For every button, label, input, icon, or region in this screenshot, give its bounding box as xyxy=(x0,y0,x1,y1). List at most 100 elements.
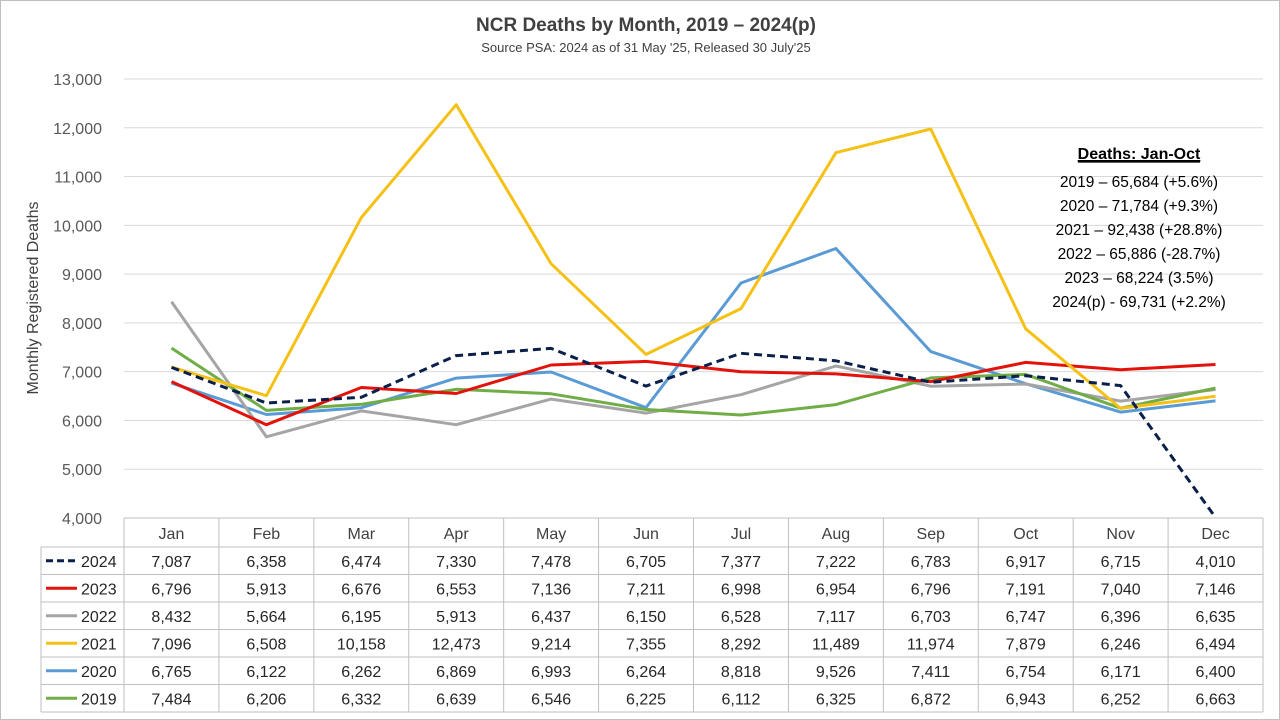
category-label-mar: Mar xyxy=(348,526,376,543)
data-label: 7,211 xyxy=(627,581,666,598)
data-label: 11,974 xyxy=(907,636,955,653)
data-label: 5,913 xyxy=(246,581,286,598)
category-label-nov: Nov xyxy=(1106,526,1134,543)
data-label: 6,639 xyxy=(436,691,476,708)
data-label: 7,040 xyxy=(1101,581,1141,598)
category-label-jan: Jan xyxy=(159,526,185,543)
data-table: Jan Feb Mar Apr May Jun Jul Aug Sep Oct Nov Dec 2024… xyxy=(40,517,1264,713)
series-line-2022 xyxy=(170,300,1216,439)
data-label: 6,494 xyxy=(1196,636,1236,653)
y-tick-labels: 4,000 5,000 6,000 7,000 8,000 9,000 10,000 11,0… xyxy=(53,72,102,528)
legend-label-2024: 2024 xyxy=(81,554,117,571)
category-label-aug: Aug xyxy=(822,526,850,543)
data-label: 5,664 xyxy=(246,609,286,626)
data-label: 6,765 xyxy=(151,664,191,681)
data-label: 6,635 xyxy=(1196,609,1236,626)
category-label-apr: Apr xyxy=(444,526,470,543)
data-label: 6,508 xyxy=(246,636,286,653)
y-tick-label: 9,000 xyxy=(62,267,102,284)
data-label: 10,158 xyxy=(337,636,386,653)
chart-title: NCR Deaths by Month, 2019 – 2024(p) xyxy=(476,15,816,36)
data-label: 7,222 xyxy=(816,554,856,571)
series-line-2019 xyxy=(170,346,1216,417)
data-label: 6,663 xyxy=(1196,691,1236,708)
annotation-line: 2023 – 68,224 (3.5%) xyxy=(1064,270,1213,287)
data-label: 6,400 xyxy=(1196,664,1236,681)
chart-subtitle: Source PSA: 2024 as of 31 May '25, Relea… xyxy=(481,40,810,55)
data-label: 6,528 xyxy=(721,609,761,626)
y-tick-label: 8,000 xyxy=(62,316,102,333)
data-label: 6,783 xyxy=(911,554,951,571)
data-label: 6,796 xyxy=(151,581,191,598)
data-label: 6,206 xyxy=(246,691,286,708)
y-tick-label: 12,000 xyxy=(53,121,102,138)
data-label: 7,117 xyxy=(816,609,855,626)
annotation-line: 2022 – 65,886 (-28.7%) xyxy=(1058,246,1221,263)
annotation-heading: Deaths: Jan-Oct xyxy=(1078,146,1201,163)
annotation-line: 2024(p) - 69,731 (+2.2%) xyxy=(1052,294,1226,311)
data-label: 6,171 xyxy=(1101,664,1141,681)
data-label: 6,869 xyxy=(436,664,476,681)
data-label: 7,484 xyxy=(151,691,191,708)
data-label: 6,112 xyxy=(722,691,761,708)
data-label: 7,330 xyxy=(436,554,476,571)
y-tick-label: 10,000 xyxy=(53,218,102,235)
data-label: 6,998 xyxy=(721,581,761,598)
data-label: 8,292 xyxy=(721,636,761,653)
data-label: 7,411 xyxy=(911,664,950,681)
data-label: 6,546 xyxy=(531,691,571,708)
data-label: 4,010 xyxy=(1196,554,1236,571)
series-lines xyxy=(170,103,1217,519)
data-label: 6,954 xyxy=(816,581,856,598)
y-axis-label: Monthly Registered Deaths xyxy=(25,202,42,395)
data-label: 8,818 xyxy=(721,664,761,681)
series-line-2023 xyxy=(170,359,1216,427)
data-label: 7,136 xyxy=(531,581,571,598)
data-label: 6,715 xyxy=(1101,554,1141,571)
legend-label-2021: 2021 xyxy=(81,636,117,653)
annotation-line: 2021 – 92,438 (+28.8%) xyxy=(1056,222,1223,239)
data-label: 6,754 xyxy=(1006,664,1046,681)
data-label: 8,432 xyxy=(151,609,191,626)
data-label: 6,195 xyxy=(341,609,381,626)
data-label: 7,879 xyxy=(1006,636,1046,653)
category-label-may: May xyxy=(536,526,566,543)
y-tick-label: 7,000 xyxy=(62,365,102,382)
category-label-feb: Feb xyxy=(253,526,281,543)
y-tick-label: 5,000 xyxy=(62,462,102,479)
data-label: 6,396 xyxy=(1101,609,1141,626)
data-label: 6,943 xyxy=(1006,691,1046,708)
gridlines xyxy=(124,78,1263,470)
data-label: 7,191 xyxy=(1006,581,1046,598)
data-label: 6,553 xyxy=(436,581,476,598)
data-label: 6,796 xyxy=(911,581,951,598)
category-label-oct: Oct xyxy=(1013,526,1038,543)
y-tick-label: 13,000 xyxy=(53,72,102,89)
data-label: 7,146 xyxy=(1196,581,1236,598)
legend-label-2019: 2019 xyxy=(81,691,117,708)
legend-label-2022: 2022 xyxy=(81,609,117,626)
category-label-jul: Jul xyxy=(731,526,751,543)
data-label: 7,478 xyxy=(531,554,571,571)
y-tick-label: 11,000 xyxy=(54,170,102,187)
data-label: 9,526 xyxy=(816,664,856,681)
data-label: 6,332 xyxy=(341,691,381,708)
data-label: 6,225 xyxy=(626,691,666,708)
annotation-line: 2020 – 71,784 (+9.3%) xyxy=(1060,198,1218,215)
y-tick-label: 4,000 xyxy=(62,511,102,528)
data-label: 6,993 xyxy=(531,664,571,681)
data-label: 6,703 xyxy=(911,609,951,626)
category-label-sep: Sep xyxy=(917,526,946,543)
legend-label-2020: 2020 xyxy=(81,664,117,681)
annotation-box: Deaths: Jan-Oct 2019 – 65,684 (+5.6%) 2020… xyxy=(1052,146,1226,311)
category-label-jun: Jun xyxy=(633,526,659,543)
data-label: 6,705 xyxy=(626,554,666,571)
series-line-2020 xyxy=(171,247,1216,416)
data-label: 6,917 xyxy=(1006,554,1046,571)
data-label: 6,676 xyxy=(341,581,381,598)
data-label: 6,264 xyxy=(626,664,666,681)
annotation-line: 2019 – 65,684 (+5.6%) xyxy=(1060,174,1218,191)
data-label: 6,252 xyxy=(1101,691,1141,708)
data-label: 6,246 xyxy=(1101,636,1141,653)
